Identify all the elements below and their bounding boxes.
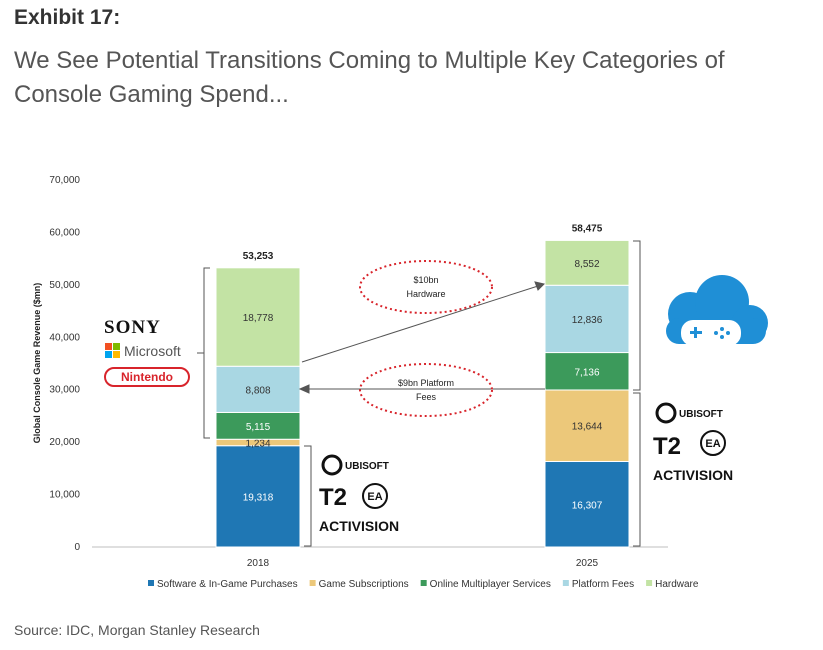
platform-fees-annotation: $9bn Platform Fees — [359, 363, 493, 417]
ubisoft-swirl-icon — [321, 454, 343, 476]
hardware-annotation-line1: $10bn — [413, 275, 438, 285]
legend-swatch — [148, 580, 154, 586]
y-tick-label: 20,000 — [49, 437, 80, 448]
bracket-2025-software — [633, 392, 641, 547]
t2-wordmark: T2 — [653, 433, 681, 460]
y-tick-label: 70,000 — [49, 175, 80, 186]
x-tick-label: 2025 — [576, 558, 599, 569]
data-label: 18,778 — [243, 313, 274, 324]
y-tick-label: 10,000 — [49, 490, 80, 501]
x-axis-categories: 2018 2025 — [247, 558, 599, 569]
hardware-annotation: $10bn Hardware — [359, 260, 493, 314]
chart-subtitle: We See Potential Transitions Coming to M… — [14, 47, 725, 108]
bar-segment — [215, 411, 301, 440]
ubisoft-swirl-icon — [655, 402, 677, 424]
total-label: 58,475 — [572, 223, 603, 234]
microsoft-wordmark: Microsoft — [124, 343, 181, 359]
bar-segment — [544, 352, 630, 391]
legend-label: Game Subscriptions — [319, 579, 409, 590]
y-axis-label: Global Console Game Revenue ($mn) — [32, 283, 42, 444]
data-label: 7,136 — [574, 367, 599, 378]
publisher-logos-2018: UBISOFT T2 EA ACTIVISION — [319, 454, 399, 534]
activision-wordmark: ACTIVISION — [653, 467, 733, 483]
source-note: Source: IDC, Morgan Stanley Research — [14, 622, 260, 638]
ea-wordmark: EA — [367, 491, 382, 503]
stacked-bar-chart: Global Console Game Revenue ($mn) 0 10,00… — [32, 175, 768, 590]
sony-logo: SONY — [104, 317, 161, 338]
y-tick-label: 40,000 — [49, 332, 80, 343]
legend-swatch — [562, 580, 569, 586]
bar-segment — [544, 284, 630, 354]
legend-label: Platform Fees — [572, 579, 634, 590]
bracket-2018-platform — [197, 267, 210, 439]
total-label: 53,253 — [243, 251, 274, 262]
legend-label: Software & In-Game Purchases — [157, 579, 298, 590]
data-label: 8,808 — [245, 385, 270, 396]
ea-circle-icon — [700, 430, 726, 456]
activision-wordmark: ACTIVISION — [319, 518, 399, 534]
legend-label: Hardware — [655, 579, 699, 590]
ea-circle-icon — [362, 483, 388, 509]
microsoft-logo: Microsoft — [105, 343, 181, 359]
legend-label: Online Multiplayer Services — [430, 579, 551, 590]
nintendo-wordmark: Nintendo — [121, 370, 173, 384]
data-label: 5,115 — [246, 422, 271, 433]
y-tick-label: 60,000 — [49, 227, 80, 238]
legend-swatch — [646, 580, 653, 586]
legend-swatch — [420, 580, 427, 586]
hardware-transition-arrow — [301, 281, 545, 363]
data-label: 1,234 — [245, 438, 270, 449]
ubisoft-wordmark: UBISOFT — [345, 461, 389, 472]
exhibit-label: Exhibit 17: — [14, 6, 121, 29]
bracket-2025-platform — [633, 240, 641, 391]
data-label: 12,836 — [572, 315, 603, 326]
bar-segment — [215, 365, 301, 413]
microsoft-square-icon — [105, 343, 112, 350]
data-label: 8,552 — [574, 259, 599, 270]
t2-wordmark: T2 — [319, 484, 347, 511]
y-tick-label: 0 — [74, 542, 80, 553]
y-tick-label: 30,000 — [49, 385, 80, 396]
bar-segment — [544, 389, 630, 463]
y-tick-label: 50,000 — [49, 280, 80, 291]
x-tick-label: 2018 — [247, 558, 270, 569]
y-axis: 0 10,000 20,000 30,000 40,000 50,000 60,000 70,… — [49, 175, 80, 553]
data-label: 19,318 — [243, 492, 274, 503]
bracket-2018-software — [304, 445, 312, 547]
platform-fee-transition-arrow — [298, 384, 545, 394]
publisher-logos-2025: UBISOFT T2 EA ACTIVISION — [653, 402, 733, 483]
platform-fees-annotation-line1: $9bn Platform — [398, 378, 454, 388]
gamepad-icon — [681, 320, 741, 346]
legend-swatch — [309, 580, 316, 586]
platform-fees-annotation-line2: Fees — [416, 392, 437, 402]
bar-segment — [215, 267, 301, 367]
nintendo-logo: Nintendo — [104, 367, 190, 387]
data-label: 13,644 — [572, 422, 603, 433]
ea-wordmark: EA — [705, 438, 720, 450]
bars: 19,318 1,234 5,115 8,808 18,778 53,253 16,307 1… — [215, 223, 630, 548]
bar-segment — [544, 239, 630, 286]
legend: Software & In-Game Purchases Game Subscri… — [148, 579, 699, 590]
ubisoft-wordmark: UBISOFT — [679, 409, 723, 420]
cloud-gaming-icon — [666, 275, 768, 346]
data-label: 16,307 — [572, 500, 603, 511]
hardware-annotation-line2: Hardware — [406, 289, 445, 299]
